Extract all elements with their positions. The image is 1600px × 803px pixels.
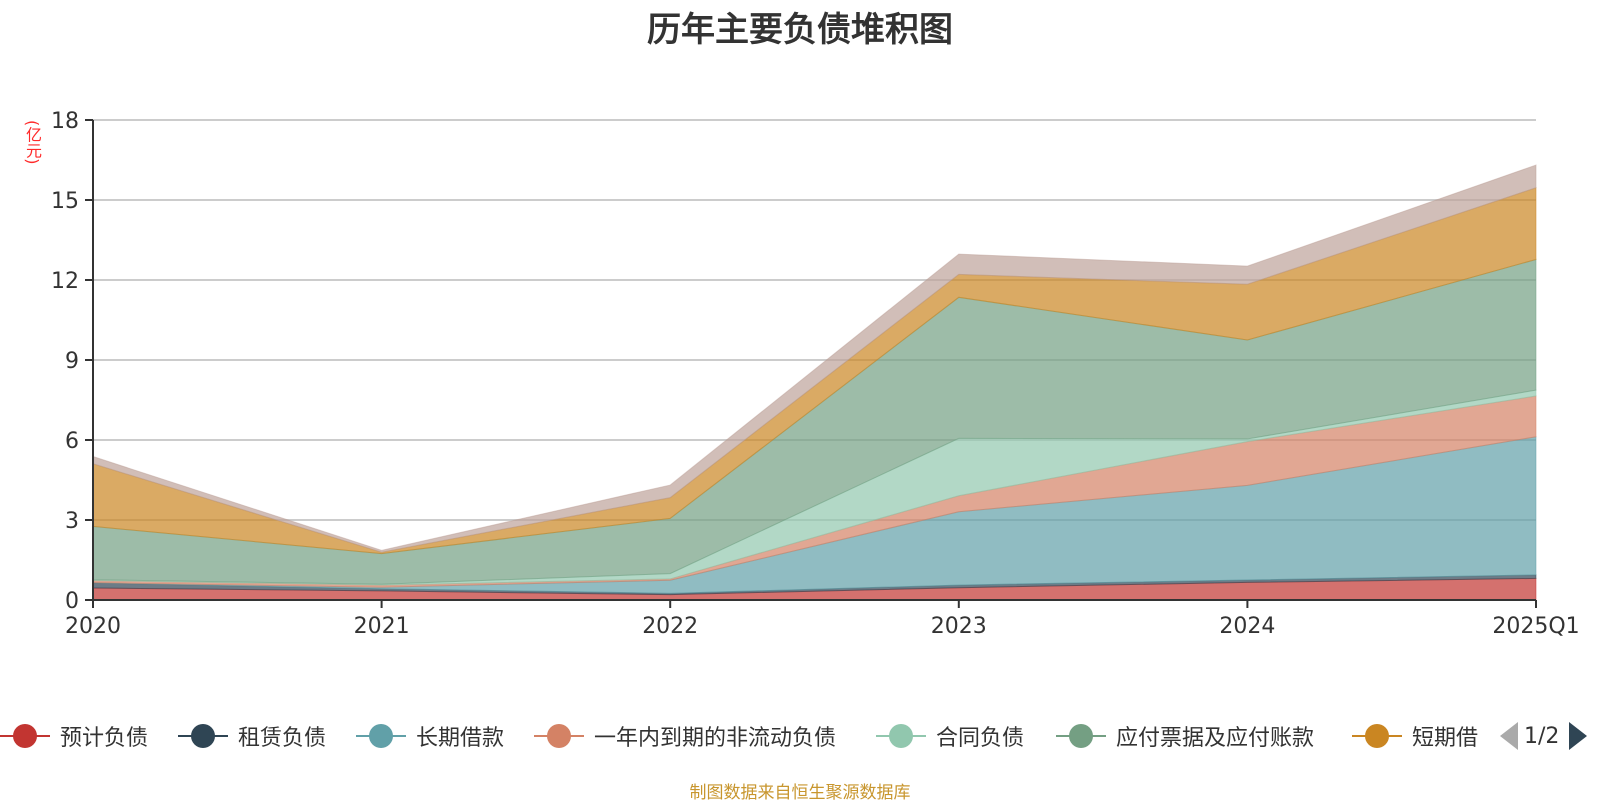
legend-item[interactable]: 一年内到期的非流动负债 <box>534 718 836 754</box>
y-tick-labels: 0 3 6 9 12 15 18 <box>51 109 79 614</box>
legend-item[interactable]: 合同负债 <box>876 718 1024 754</box>
legend-marker-dot <box>13 724 37 748</box>
legend-item[interactable]: 租赁负债 <box>178 718 326 754</box>
stacked-area-chart: 0 3 6 9 12 15 18 2020 2021 2022 2023 2024 2025Q1 <box>51 109 1580 639</box>
x-tick-label: 2024 <box>1219 614 1275 639</box>
x-tick-labels: 2020 2021 2022 2023 2024 2025Q1 <box>65 614 1580 639</box>
legend-prev-page-icon[interactable] <box>1500 722 1518 750</box>
legend-marker-dot <box>1069 724 1093 748</box>
y-tick-label: 12 <box>51 269 79 294</box>
legend-page-indicator: 1/2 <box>1524 723 1560 749</box>
legend-marker-icon <box>1352 724 1402 748</box>
y-tick-label: 3 <box>65 509 79 534</box>
x-tick-label: 2021 <box>354 614 410 639</box>
legend-pager: 1/2 <box>1500 718 1588 754</box>
legend-label: 租赁负债 <box>238 726 327 751</box>
legend-label: 一年内到期的非流动负债 <box>594 726 837 751</box>
y-tick-label: 0 <box>65 589 79 614</box>
legend-marker-icon <box>356 724 406 748</box>
legend-marker-dot <box>1365 724 1389 748</box>
legend-marker-dot <box>889 724 913 748</box>
legend-item[interactable]: 长期借款 <box>356 718 504 754</box>
chart-title: 历年主要负债堆积图 <box>647 10 953 50</box>
x-tick-label: 2025Q1 <box>1492 614 1579 639</box>
legend-marker-dot <box>547 724 571 748</box>
legend-marker-icon <box>1056 724 1106 748</box>
legend-label: 短期借 <box>1412 726 1479 751</box>
legend-item[interactable]: 应付票据及应付账款 <box>1056 718 1314 754</box>
legend-next-page-icon[interactable] <box>1569 722 1588 750</box>
legend-marker-icon <box>178 724 228 748</box>
legend: 预计负债 租赁负债 长期借款 一年内到期的非流动负债 合同负债 应付票据及应付账款 短期借 <box>0 718 1600 754</box>
legend-marker-dot <box>369 724 393 748</box>
y-tick-label: 15 <box>51 189 79 214</box>
legend-label: 应付票据及应付账款 <box>1116 726 1315 751</box>
legend-label: 合同负债 <box>936 726 1025 751</box>
legend-label: 预计负债 <box>60 726 149 751</box>
legend-marker-icon <box>876 724 926 748</box>
x-tick-label: 2020 <box>65 614 121 639</box>
x-tick-label: 2023 <box>931 614 987 639</box>
y-tick-label: 6 <box>65 429 79 454</box>
legend-marker-icon <box>0 724 50 748</box>
legend-item[interactable]: 预计负债 <box>0 718 148 754</box>
area-series-group <box>92 164 1537 601</box>
area-series-7[interactable] <box>92 164 1537 553</box>
y-tick-label: 18 <box>51 109 79 134</box>
axes <box>85 119 1537 608</box>
legend-marker-dot <box>191 724 215 748</box>
legend-item[interactable]: 短期借 <box>1352 718 1478 754</box>
legend-marker-icon <box>534 724 584 748</box>
y-tick-label: 9 <box>65 349 79 374</box>
y-axis-unit-label: (亿元) <box>23 120 42 165</box>
x-tick-label: 2022 <box>642 614 698 639</box>
legend-label: 长期借款 <box>416 726 505 751</box>
data-source-note: 制图数据来自恒生聚源数据库 <box>689 783 911 803</box>
